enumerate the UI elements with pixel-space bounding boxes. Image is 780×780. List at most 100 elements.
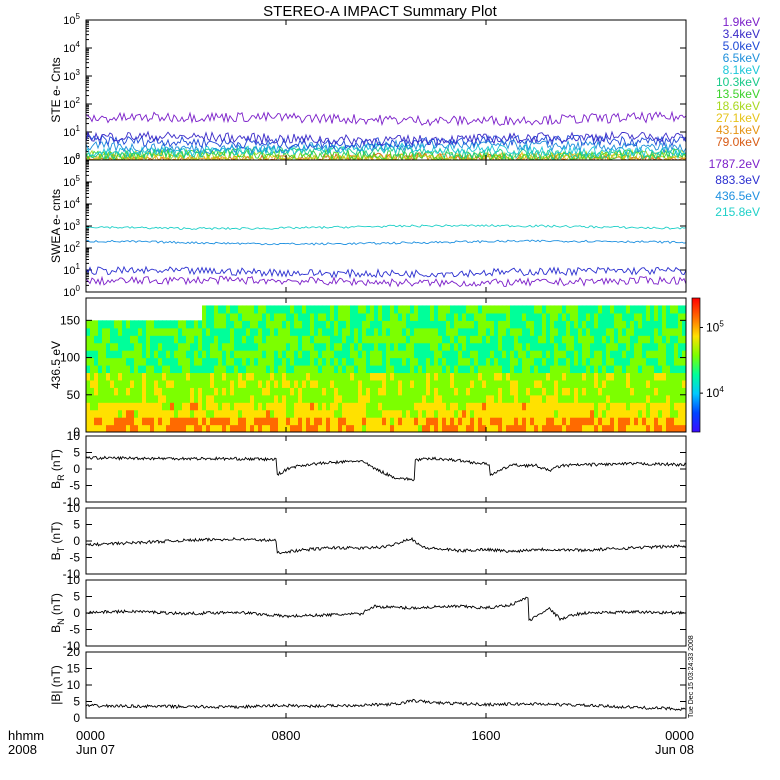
heatmap-cell bbox=[410, 409, 415, 418]
heatmap-cell bbox=[558, 305, 563, 314]
heatmap-cell bbox=[134, 335, 139, 344]
heatmap-cell bbox=[358, 394, 363, 403]
heatmap-cell bbox=[438, 320, 443, 329]
heatmap-cell bbox=[302, 409, 307, 418]
heatmap-cell bbox=[538, 424, 543, 432]
heatmap-cell bbox=[674, 342, 679, 351]
heatmap-cell bbox=[326, 409, 331, 418]
heatmap-cell bbox=[406, 365, 411, 374]
heatmap-cell bbox=[406, 417, 411, 426]
heatmap-cell bbox=[426, 424, 431, 432]
heatmap-cell bbox=[94, 417, 99, 426]
heatmap-cell bbox=[206, 335, 211, 344]
heatmap-cell bbox=[442, 372, 447, 381]
heatmap-cell bbox=[142, 335, 147, 344]
heatmap-cell bbox=[402, 402, 407, 411]
heatmap-cell bbox=[622, 417, 627, 426]
heatmap-cell bbox=[666, 312, 671, 321]
heatmap-cell bbox=[334, 402, 339, 411]
heatmap-cell bbox=[462, 335, 467, 344]
heatmap-cell bbox=[246, 327, 251, 336]
heatmap-cell bbox=[486, 387, 491, 396]
heatmap-cell bbox=[98, 335, 103, 344]
y-tick-label: 20 bbox=[67, 645, 81, 659]
heatmap-cell bbox=[594, 350, 599, 359]
heatmap-cell bbox=[98, 320, 103, 329]
heatmap-cell bbox=[114, 327, 119, 336]
heatmap-cell bbox=[638, 409, 643, 418]
heatmap-cell bbox=[122, 424, 127, 432]
heatmap-cell bbox=[550, 327, 555, 336]
heatmap-cell bbox=[234, 342, 239, 351]
heatmap-cell bbox=[190, 327, 195, 336]
heatmap-cell bbox=[586, 417, 591, 426]
heatmap-cell bbox=[258, 379, 263, 388]
heatmap-cell bbox=[270, 365, 275, 374]
heatmap-cell bbox=[294, 305, 299, 314]
heatmap-cell bbox=[182, 409, 187, 418]
heatmap-cell bbox=[674, 424, 679, 432]
heatmap-cell bbox=[150, 417, 155, 426]
heatmap-cell bbox=[522, 402, 527, 411]
heatmap-cell bbox=[202, 394, 207, 403]
heatmap-cell bbox=[606, 342, 611, 351]
heatmap-cell bbox=[610, 320, 615, 329]
heatmap-cell bbox=[554, 387, 559, 396]
swea-y-axis-label: SWEA e- cnts bbox=[49, 189, 63, 263]
heatmap-cell bbox=[438, 335, 443, 344]
heatmap-cell bbox=[522, 409, 527, 418]
heatmap-cell bbox=[306, 357, 311, 366]
heatmap-cell bbox=[422, 305, 427, 314]
x-tick-date-label: Jun 07 bbox=[76, 742, 115, 757]
heatmap-cell bbox=[318, 394, 323, 403]
heatmap-cell bbox=[654, 312, 659, 321]
heatmap-cell bbox=[590, 394, 595, 403]
heatmap-cell bbox=[394, 372, 399, 381]
heatmap-cell bbox=[666, 372, 671, 381]
heatmap-cell bbox=[146, 379, 151, 388]
heatmap-cell bbox=[454, 402, 459, 411]
heatmap-cell bbox=[622, 320, 627, 329]
heatmap-cell bbox=[446, 305, 451, 314]
heatmap-cell bbox=[606, 409, 611, 418]
heatmap-cell bbox=[582, 394, 587, 403]
heatmap-cell bbox=[514, 357, 519, 366]
heatmap-cell bbox=[350, 327, 355, 336]
heatmap-cell bbox=[138, 372, 143, 381]
heatmap-cell bbox=[174, 387, 179, 396]
heatmap-cell bbox=[422, 365, 427, 374]
heatmap-cell bbox=[454, 350, 459, 359]
heatmap-cell bbox=[366, 402, 371, 411]
heatmap-cell bbox=[570, 417, 575, 426]
heatmap-cell bbox=[342, 320, 347, 329]
heatmap-cell bbox=[290, 342, 295, 351]
heatmap-cell bbox=[146, 342, 151, 351]
heatmap-cell bbox=[302, 327, 307, 336]
heatmap-cell bbox=[402, 365, 407, 374]
heatmap-cell bbox=[238, 335, 243, 344]
heatmap-cell bbox=[378, 402, 383, 411]
heatmap-cell bbox=[378, 350, 383, 359]
heatmap-cell bbox=[246, 379, 251, 388]
heatmap-cell bbox=[222, 409, 227, 418]
heatmap-cell bbox=[238, 424, 243, 432]
heatmap-cell bbox=[218, 379, 223, 388]
heatmap-cell bbox=[642, 357, 647, 366]
bn-line bbox=[86, 596, 686, 622]
heatmap-cell bbox=[570, 357, 575, 366]
heatmap-cell bbox=[458, 417, 463, 426]
heatmap-cell bbox=[106, 424, 111, 432]
heatmap-cell bbox=[510, 327, 515, 336]
heatmap-cell bbox=[610, 305, 615, 314]
heatmap-cell bbox=[566, 424, 571, 432]
heatmap-cell bbox=[298, 365, 303, 374]
heatmap-cell bbox=[322, 312, 327, 321]
heatmap-cell bbox=[546, 417, 551, 426]
heatmap-cell bbox=[542, 350, 547, 359]
heatmap-cell bbox=[362, 342, 367, 351]
heatmap-cell bbox=[250, 320, 255, 329]
heatmap-cell bbox=[422, 394, 427, 403]
heatmap-cell bbox=[574, 379, 579, 388]
heatmap-cell bbox=[402, 312, 407, 321]
heatmap-cell bbox=[442, 409, 447, 418]
